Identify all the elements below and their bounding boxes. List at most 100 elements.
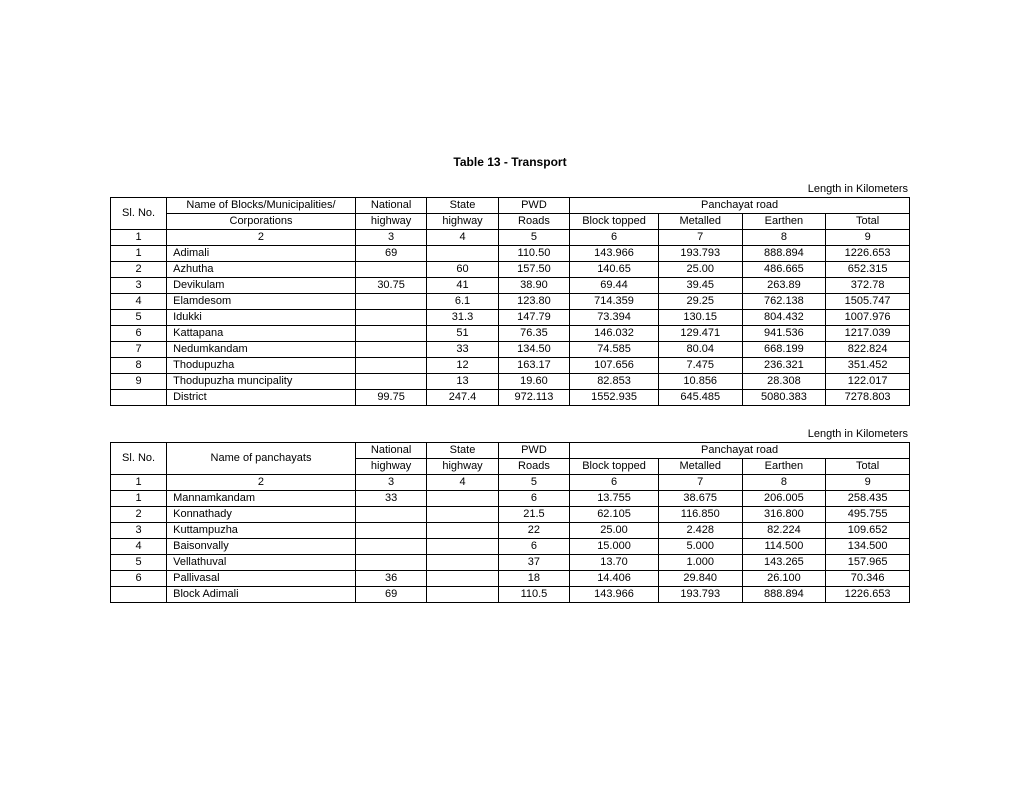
cell-ear: 941.536	[742, 326, 826, 342]
cell-ear: 888.894	[742, 246, 826, 262]
table-blocks: Sl. No.Name of Blocks/Municipalities/Nat…	[110, 197, 910, 406]
cell-sh: 41	[427, 278, 498, 294]
col-num-1: 1	[111, 230, 167, 246]
cell-ear: 486.665	[742, 262, 826, 278]
cell-tot: 258.435	[826, 491, 910, 507]
cell-name: Mannamkandam	[167, 491, 356, 507]
cell-name: Baisonvally	[167, 539, 356, 555]
cell-bt: 1552.935	[570, 390, 659, 406]
cell-met: 25.00	[658, 262, 742, 278]
cell-pwd: 76.35	[498, 326, 569, 342]
cell-name: District	[167, 390, 356, 406]
cell-sh: 13	[427, 374, 498, 390]
cell-met: 129.471	[658, 326, 742, 342]
table-row: 5Idukki31.3147.7973.394130.15804.4321007…	[111, 310, 910, 326]
table-row: 5Vellathuval3713.701.000143.265157.965	[111, 555, 910, 571]
header-slno: Sl. No.	[111, 443, 167, 475]
cell-sh	[427, 523, 498, 539]
cell-pwd: 110.50	[498, 246, 569, 262]
col-num-7: 7	[658, 230, 742, 246]
cell-nh	[355, 539, 426, 555]
header-nh-l1: National	[355, 198, 426, 214]
cell-pwd: 6	[498, 539, 569, 555]
cell-tot: 7278.803	[826, 390, 910, 406]
cell-ear: 668.199	[742, 342, 826, 358]
header-nh-l1: National	[355, 443, 426, 459]
cell-slno: 2	[111, 262, 167, 278]
cell-bt: 140.65	[570, 262, 659, 278]
cell-sh: 33	[427, 342, 498, 358]
cell-nh	[355, 374, 426, 390]
cell-met: 5.000	[658, 539, 742, 555]
cell-name: Azhutha	[167, 262, 356, 278]
table-row: 6Kattapana5176.35146.032129.471941.53612…	[111, 326, 910, 342]
cell-tot: 134.500	[826, 539, 910, 555]
cell-sh	[427, 246, 498, 262]
cell-slno: 1	[111, 246, 167, 262]
cell-name: Kuttampuzha	[167, 523, 356, 539]
cell-sh: 12	[427, 358, 498, 374]
cell-name: Kattapana	[167, 326, 356, 342]
table-row: District99.75247.4972.1131552.935645.485…	[111, 390, 910, 406]
cell-sh	[427, 571, 498, 587]
cell-slno	[111, 390, 167, 406]
cell-bt: 82.853	[570, 374, 659, 390]
cell-nh: 69	[355, 587, 426, 603]
cell-pwd: 6	[498, 491, 569, 507]
cell-tot: 122.017	[826, 374, 910, 390]
cell-met: 2.428	[658, 523, 742, 539]
col-num-7: 7	[658, 475, 742, 491]
cell-sh	[427, 555, 498, 571]
col-num-3: 3	[355, 475, 426, 491]
cell-sh	[427, 507, 498, 523]
header-pwd-l1: PWD	[498, 443, 569, 459]
table-row: 4Baisonvally615.0005.000114.500134.500	[111, 539, 910, 555]
cell-ear: 236.321	[742, 358, 826, 374]
table-row: 8Thodupuzha12163.17107.6567.475236.32135…	[111, 358, 910, 374]
cell-slno: 6	[111, 326, 167, 342]
cell-bt: 62.105	[570, 507, 659, 523]
cell-pwd: 972.113	[498, 390, 569, 406]
cell-met: 193.793	[658, 587, 742, 603]
cell-ear: 28.308	[742, 374, 826, 390]
table-row: 3Kuttampuzha2225.002.42882.224109.652	[111, 523, 910, 539]
col-num-6: 6	[570, 230, 659, 246]
cell-tot: 109.652	[826, 523, 910, 539]
cell-ear: 762.138	[742, 294, 826, 310]
header-metalled: Metalled	[658, 214, 742, 230]
cell-slno: 8	[111, 358, 167, 374]
cell-name: Thodupuzha	[167, 358, 356, 374]
cell-bt: 14.406	[570, 571, 659, 587]
cell-nh: 99.75	[355, 390, 426, 406]
cell-sh: 51	[427, 326, 498, 342]
cell-met: 116.850	[658, 507, 742, 523]
cell-met: 39.45	[658, 278, 742, 294]
table-row: 1Adimali69110.50143.966193.793888.894122…	[111, 246, 910, 262]
cell-ear: 82.224	[742, 523, 826, 539]
cell-name: Elamdesom	[167, 294, 356, 310]
header-total: Total	[826, 459, 910, 475]
header-name-l1: Name of Blocks/Municipalities/	[167, 198, 356, 214]
cell-nh: 33	[355, 491, 426, 507]
table-title: Table 13 - Transport	[110, 155, 910, 169]
cell-pwd: 157.50	[498, 262, 569, 278]
cell-tot: 1505.747	[826, 294, 910, 310]
cell-pwd: 147.79	[498, 310, 569, 326]
cell-bt: 714.359	[570, 294, 659, 310]
table-row: 9Thodupuzha muncipality1319.6082.85310.8…	[111, 374, 910, 390]
cell-ear: 888.894	[742, 587, 826, 603]
col-num-3: 3	[355, 230, 426, 246]
header-earthen: Earthen	[742, 214, 826, 230]
cell-tot: 351.452	[826, 358, 910, 374]
cell-met: 7.475	[658, 358, 742, 374]
col-num-2: 2	[167, 230, 356, 246]
header-sh-l2: highway	[427, 214, 498, 230]
cell-pwd: 110.5	[498, 587, 569, 603]
table-row: 2Konnathady21.562.105116.850316.800495.7…	[111, 507, 910, 523]
cell-name: Vellathuval	[167, 555, 356, 571]
col-num-9: 9	[826, 475, 910, 491]
cell-tot: 372.78	[826, 278, 910, 294]
table-panchayats: Sl. No.Name of panchayatsNationalStatePW…	[110, 442, 910, 603]
table-row: Block Adimali69110.5143.966193.793888.89…	[111, 587, 910, 603]
cell-ear: 804.432	[742, 310, 826, 326]
